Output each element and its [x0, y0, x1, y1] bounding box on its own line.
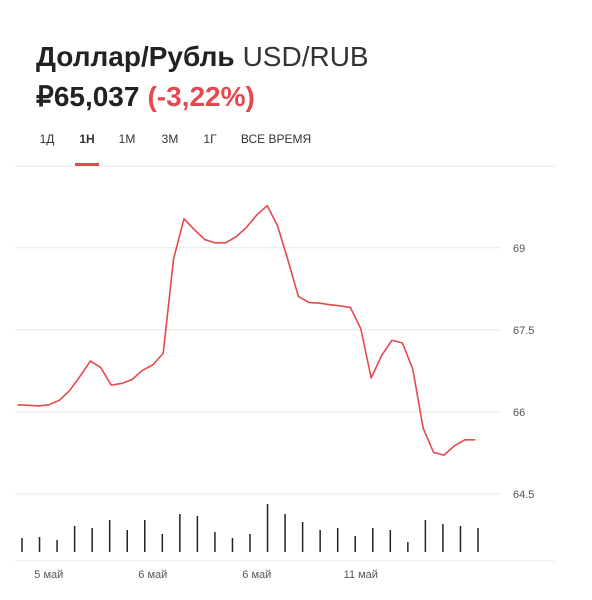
- x-tick-label: 6 май: [138, 569, 167, 581]
- instrument-title: Доллар/Рубль USD/RUB: [36, 41, 369, 72]
- period-tab[interactable]: 1Г: [203, 132, 217, 146]
- x-tick-label: 5 май: [34, 569, 63, 581]
- x-tick-label: 6 май: [242, 569, 271, 581]
- price-change: (-3,22%): [147, 81, 254, 112]
- y-tick-label: 67.5: [513, 325, 534, 337]
- active-tab-underline: [75, 163, 99, 166]
- ticker: USD/RUB: [243, 41, 369, 72]
- y-tick-label: 66: [513, 407, 525, 419]
- x-tick-label: 11 май: [344, 569, 378, 581]
- y-tick-label: 64.5: [513, 489, 534, 501]
- period-tab[interactable]: 1М: [119, 132, 136, 146]
- period-tab[interactable]: 1Д: [40, 132, 55, 146]
- period-tab[interactable]: 1Н: [79, 132, 94, 146]
- y-tick-label: 69: [513, 243, 525, 255]
- instrument-name: Доллар/Рубль: [36, 41, 235, 72]
- period-tab[interactable]: 3М: [162, 132, 179, 146]
- price-line: [17, 204, 476, 456]
- price: ₽65,037: [36, 81, 139, 112]
- price-line: ₽65,037 (-3,22%): [36, 81, 255, 112]
- period-tab[interactable]: ВСЕ ВРЕМЯ: [241, 132, 311, 146]
